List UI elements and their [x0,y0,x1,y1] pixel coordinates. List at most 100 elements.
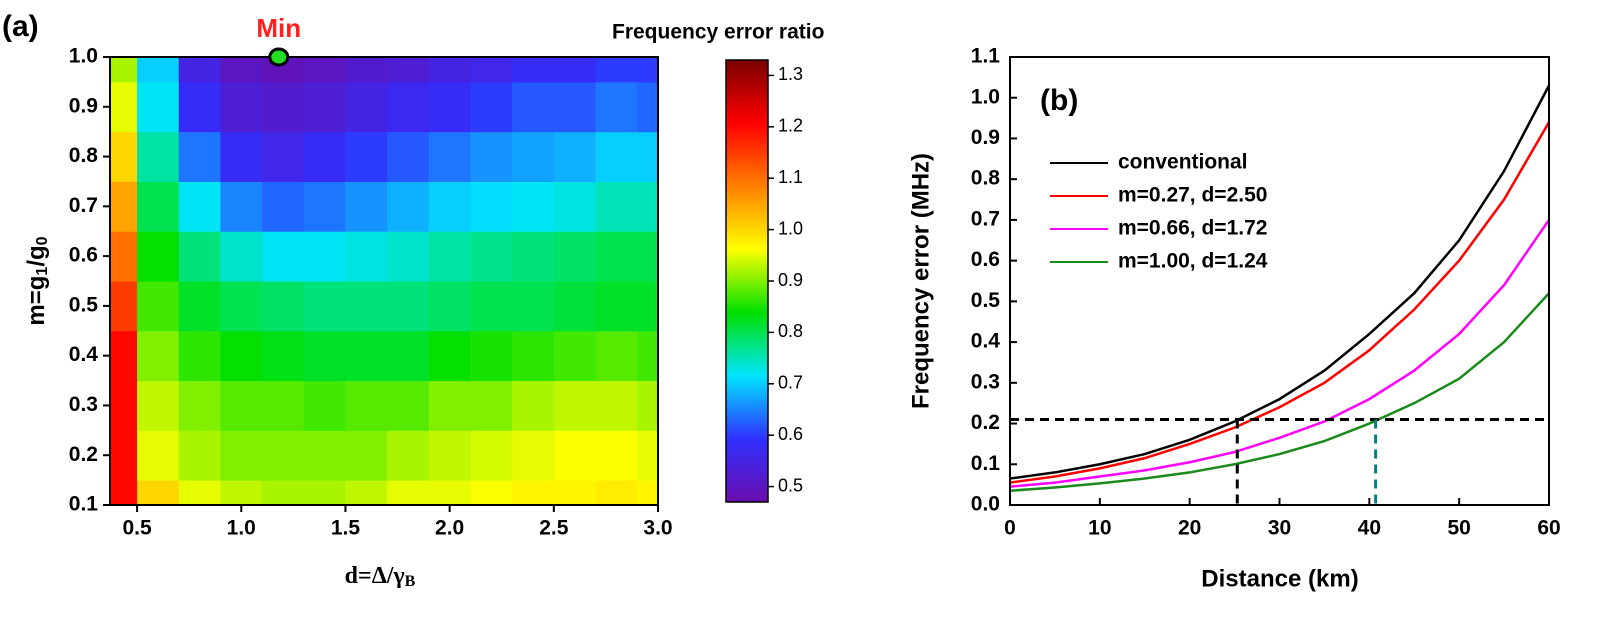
panel-label: (a) [2,10,39,43]
heatmap-cell [137,430,180,481]
heatmap-cell [637,231,658,282]
heatmap-cell [428,430,471,481]
heatmap-cell [470,380,513,431]
heatmap-cell [553,181,596,232]
heatmap-cell [637,430,658,481]
heatmap-cell [637,181,658,232]
heatmap-cell [637,131,658,182]
x-tick-label: 1.5 [331,517,361,540]
heatmap-cell [220,181,263,232]
colorbar-tick-label: 1.1 [778,167,803,187]
heatmap-cell [637,57,658,83]
x-label-part: d=Δ/γ [345,563,405,589]
heatmap-cell [345,181,388,232]
heatmap-cell [220,330,263,382]
heatmap-cell [220,480,263,505]
y-axis-label: Frequency error (MHz) [907,153,934,409]
plot-frame [109,56,659,506]
heatmap-cell [137,480,180,505]
heatmap-cell [110,330,138,382]
heatmap-cell [303,81,346,133]
heatmap-cell [512,181,555,232]
heatmap-cell [553,57,596,83]
heatmap-cell [137,231,180,282]
heatmap-cell [220,81,263,133]
heatmap-cell [262,330,305,382]
heatmap-cell [595,330,638,382]
heatmap-cell [595,57,638,83]
heatmap-cell [345,380,388,431]
heatmap-cell [553,281,596,332]
y-tick-label: 0.7 [69,194,98,217]
heatmap-cell [595,131,638,182]
heatmap-cell [595,430,638,481]
heatmap-cells [110,57,658,505]
heatmap-cell [110,430,138,481]
colorbar-tick-label: 0.7 [778,373,803,393]
y-tick-label: 0.1 [971,452,1001,475]
x-tick-label: 50 [1447,517,1470,540]
heatmap-cell [595,380,638,431]
series-line [1009,84,1551,480]
heatmap-cell [387,181,430,232]
heatmap-cell [470,480,513,505]
heatmap-cell [220,281,263,332]
heatmap-cell [178,480,221,505]
heatmap-cell [262,281,305,332]
x-tick-label: 40 [1358,517,1381,540]
heatmap-cell [262,181,305,232]
heatmap-cell [137,380,180,431]
heatmap-cell [470,57,513,83]
heatmap-cell [595,181,638,232]
colorbar [725,59,769,503]
y-tick-label: 0.4 [971,330,1001,353]
heatmap-cell [345,480,388,505]
colorbar-tick-label: 1.3 [778,64,803,84]
y-tick-label: 0.8 [69,144,99,167]
heatmap-cell [387,330,430,382]
heatmap-cell [110,380,138,431]
heatmap-cell [303,380,346,431]
heatmap-cell [345,57,388,83]
heatmap-cell [595,281,638,332]
y-tick-label: 0.4 [69,343,99,366]
colorbar-tick-label: 0.8 [778,321,803,341]
heatmap-cell [262,480,305,505]
y-tick-label: 0.5 [69,293,99,316]
y-tick-label: 0.9 [69,94,98,117]
heatmap-cell [220,380,263,431]
heatmap-cell [428,330,471,382]
heatmap-cell [178,281,221,332]
x-tick-label: 3.0 [643,517,672,540]
heatmap-cell [470,131,513,182]
y-tick-label: 0.7 [971,207,1000,230]
heatmap-cell [428,281,471,332]
y-tick-label: 0.2 [971,411,1000,434]
heatmap-cell [178,231,221,282]
heatmap-cell [220,231,263,282]
colorbar-tick-label: 0.6 [778,424,803,444]
heatmap-cell [303,131,346,182]
heatmap-cell [512,480,555,505]
heatmap-cell [178,181,221,232]
heatmap-cell [178,131,221,182]
heatmap-cell [345,281,388,332]
heatmap-cell [178,380,221,431]
heatmap-cell [512,131,555,182]
heatmap-cell [637,281,658,332]
heatmap-cell [137,281,180,332]
heatmap-cell [595,480,638,505]
heatmap-cell [262,131,305,182]
x-tick-label: 0.5 [122,517,152,540]
y-tick-label: 0.6 [69,244,98,267]
heatmap-cell [470,281,513,332]
heatmap-cell [178,430,221,481]
heatmap-cell [553,131,596,182]
heatmap-cell [470,330,513,382]
x-label-sub: B [405,573,416,590]
heatmap-cell [387,57,430,83]
heatmap-cell [512,81,555,133]
min-label: Min [256,13,301,43]
heatmap-cell [553,81,596,133]
y-tick-label: 1.1 [971,45,1001,68]
